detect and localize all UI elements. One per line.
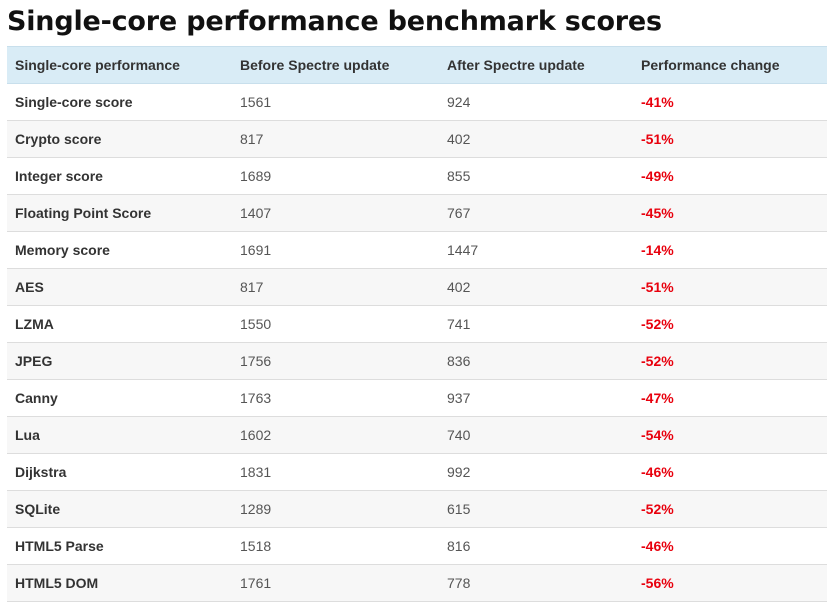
after-score-cell: 816 bbox=[439, 527, 633, 565]
performance-change-cell: -51% bbox=[633, 268, 827, 306]
test-name-cell: SQLite bbox=[7, 490, 232, 528]
before-score-cell: 1689 bbox=[232, 157, 439, 195]
test-name-cell: Memory score bbox=[7, 231, 232, 269]
before-score-cell: 1289 bbox=[232, 490, 439, 528]
before-score-cell: 1761 bbox=[232, 564, 439, 602]
performance-change-cell: -47% bbox=[633, 379, 827, 417]
performance-change-cell: -56% bbox=[633, 564, 827, 602]
test-name-cell: AES bbox=[7, 268, 232, 306]
before-score-cell: 1407 bbox=[232, 194, 439, 232]
table-row: Integer score 1689 855 -49% bbox=[7, 157, 827, 195]
column-header-test: Single-core performance bbox=[7, 46, 232, 84]
table-header-row: Single-core performance Before Spectre u… bbox=[7, 46, 827, 84]
after-score-cell: 1447 bbox=[439, 231, 633, 269]
after-score-cell: 992 bbox=[439, 453, 633, 491]
table-row: JPEG 1756 836 -52% bbox=[7, 342, 827, 380]
test-name-cell: Single-core score bbox=[7, 83, 232, 121]
table-row: Floating Point Score 1407 767 -45% bbox=[7, 194, 827, 232]
performance-change-cell: -51% bbox=[633, 120, 827, 158]
before-score-cell: 817 bbox=[232, 268, 439, 306]
table-row: LZMA 1550 741 -52% bbox=[7, 305, 827, 343]
performance-change-cell: -46% bbox=[633, 453, 827, 491]
test-name-cell: Floating Point Score bbox=[7, 194, 232, 232]
table-row: HTML5 Parse 1518 816 -46% bbox=[7, 527, 827, 565]
before-score-cell: 1550 bbox=[232, 305, 439, 343]
table-row: SQLite 1289 615 -52% bbox=[7, 490, 827, 528]
table-row: Canny 1763 937 -47% bbox=[7, 379, 827, 417]
test-name-cell: JPEG bbox=[7, 342, 232, 380]
after-score-cell: 615 bbox=[439, 490, 633, 528]
after-score-cell: 924 bbox=[439, 83, 633, 121]
test-name-cell: Canny bbox=[7, 379, 232, 417]
page-title: Single-core performance benchmark scores bbox=[7, 6, 662, 37]
table-row: Dijkstra 1831 992 -46% bbox=[7, 453, 827, 491]
before-score-cell: 1691 bbox=[232, 231, 439, 269]
after-score-cell: 402 bbox=[439, 268, 633, 306]
performance-change-cell: -52% bbox=[633, 490, 827, 528]
after-score-cell: 402 bbox=[439, 120, 633, 158]
table-body: Single-core score 1561 924 -41% Crypto score… bbox=[7, 83, 827, 602]
after-score-cell: 836 bbox=[439, 342, 633, 380]
before-score-cell: 1756 bbox=[232, 342, 439, 380]
table-row: Crypto score 817 402 -51% bbox=[7, 120, 827, 158]
column-header-after: After Spectre update bbox=[439, 46, 633, 84]
test-name-cell: Dijkstra bbox=[7, 453, 232, 491]
table-row: Lua 1602 740 -54% bbox=[7, 416, 827, 454]
performance-change-cell: -54% bbox=[633, 416, 827, 454]
table-row: HTML5 DOM 1761 778 -56% bbox=[7, 564, 827, 602]
test-name-cell: HTML5 DOM bbox=[7, 564, 232, 602]
table-row: Memory score 1691 1447 -14% bbox=[7, 231, 827, 269]
performance-change-cell: -14% bbox=[633, 231, 827, 269]
before-score-cell: 1763 bbox=[232, 379, 439, 417]
performance-change-cell: -46% bbox=[633, 527, 827, 565]
test-name-cell: Crypto score bbox=[7, 120, 232, 158]
performance-change-cell: -52% bbox=[633, 305, 827, 343]
column-header-change: Performance change bbox=[633, 46, 827, 84]
test-name-cell: Lua bbox=[7, 416, 232, 454]
column-header-before: Before Spectre update bbox=[232, 46, 439, 84]
before-score-cell: 1561 bbox=[232, 83, 439, 121]
table-row: Single-core score 1561 924 -41% bbox=[7, 83, 827, 121]
after-score-cell: 740 bbox=[439, 416, 633, 454]
performance-change-cell: -52% bbox=[633, 342, 827, 380]
performance-change-cell: -49% bbox=[633, 157, 827, 195]
before-score-cell: 817 bbox=[232, 120, 439, 158]
test-name-cell: Integer score bbox=[7, 157, 232, 195]
test-name-cell: LZMA bbox=[7, 305, 232, 343]
after-score-cell: 937 bbox=[439, 379, 633, 417]
after-score-cell: 855 bbox=[439, 157, 633, 195]
performance-change-cell: -45% bbox=[633, 194, 827, 232]
performance-change-cell: -41% bbox=[633, 83, 827, 121]
after-score-cell: 741 bbox=[439, 305, 633, 343]
after-score-cell: 778 bbox=[439, 564, 633, 602]
benchmark-table: Single-core performance Before Spectre u… bbox=[7, 46, 827, 602]
table-row: AES 817 402 -51% bbox=[7, 268, 827, 306]
test-name-cell: HTML5 Parse bbox=[7, 527, 232, 565]
before-score-cell: 1831 bbox=[232, 453, 439, 491]
after-score-cell: 767 bbox=[439, 194, 633, 232]
before-score-cell: 1518 bbox=[232, 527, 439, 565]
before-score-cell: 1602 bbox=[232, 416, 439, 454]
